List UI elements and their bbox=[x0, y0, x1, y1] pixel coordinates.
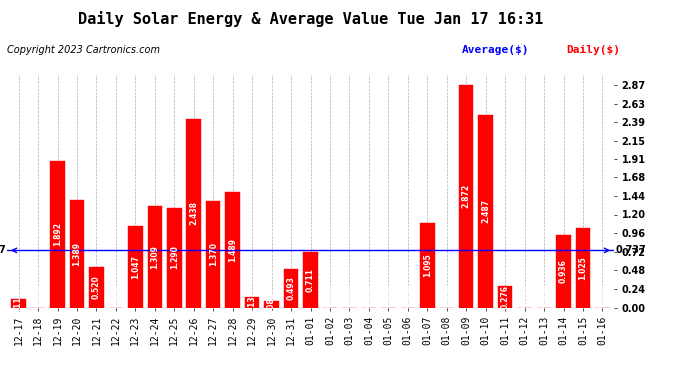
Text: Average($): Average($) bbox=[462, 45, 530, 55]
Text: 0.000: 0.000 bbox=[345, 283, 354, 307]
Text: 1.095: 1.095 bbox=[423, 253, 432, 277]
Text: 1.290: 1.290 bbox=[170, 246, 179, 270]
Bar bbox=[420, 223, 435, 308]
Text: 1.370: 1.370 bbox=[208, 242, 217, 266]
Text: 0.936: 0.936 bbox=[559, 259, 568, 283]
Bar bbox=[186, 118, 201, 308]
Bar bbox=[497, 286, 513, 308]
Text: 0.000: 0.000 bbox=[384, 283, 393, 307]
Bar bbox=[478, 115, 493, 308]
Bar bbox=[70, 200, 84, 308]
Text: 0.000: 0.000 bbox=[34, 283, 43, 307]
Text: 0.000: 0.000 bbox=[520, 283, 529, 307]
Text: 2.872: 2.872 bbox=[462, 184, 471, 208]
Text: 0.000: 0.000 bbox=[404, 283, 413, 307]
Text: 1.047: 1.047 bbox=[131, 255, 140, 279]
Text: 0.493: 0.493 bbox=[286, 276, 295, 300]
Text: 0.276: 0.276 bbox=[501, 285, 510, 309]
Bar bbox=[264, 301, 279, 307]
Text: 1.892: 1.892 bbox=[53, 222, 62, 246]
Text: 0.000: 0.000 bbox=[442, 283, 451, 307]
Bar bbox=[206, 201, 221, 308]
Bar bbox=[284, 269, 298, 308]
Text: 1.389: 1.389 bbox=[72, 242, 81, 266]
Text: 0.000: 0.000 bbox=[111, 283, 120, 307]
Bar bbox=[459, 85, 473, 308]
Text: Copyright 2023 Cartronics.com: Copyright 2023 Cartronics.com bbox=[7, 45, 160, 55]
Text: 0.737: 0.737 bbox=[615, 245, 646, 255]
Text: 0.000: 0.000 bbox=[326, 283, 335, 307]
Text: 0.000: 0.000 bbox=[598, 283, 607, 307]
Text: Daily($): Daily($) bbox=[566, 45, 620, 55]
Bar bbox=[167, 207, 181, 308]
Bar bbox=[303, 252, 318, 308]
Bar bbox=[245, 297, 259, 307]
Bar bbox=[556, 235, 571, 308]
Text: 0.000: 0.000 bbox=[364, 283, 373, 307]
Text: 2.438: 2.438 bbox=[189, 201, 198, 225]
Bar bbox=[50, 161, 65, 308]
Bar bbox=[11, 298, 26, 307]
Bar bbox=[575, 228, 590, 308]
Text: 1.309: 1.309 bbox=[150, 245, 159, 269]
Text: 1.025: 1.025 bbox=[578, 256, 587, 280]
Text: 0.132: 0.132 bbox=[248, 291, 257, 314]
Bar bbox=[148, 206, 162, 308]
Text: 0.520: 0.520 bbox=[92, 276, 101, 299]
Text: Daily Solar Energy & Average Value Tue Jan 17 16:31: Daily Solar Energy & Average Value Tue J… bbox=[78, 11, 543, 27]
Bar bbox=[89, 267, 104, 308]
Text: 0.114: 0.114 bbox=[14, 291, 23, 315]
Text: 0.000: 0.000 bbox=[540, 283, 549, 307]
Text: 1.489: 1.489 bbox=[228, 238, 237, 262]
Bar bbox=[128, 226, 143, 308]
Text: 0.711: 0.711 bbox=[306, 268, 315, 292]
Text: 0.086: 0.086 bbox=[267, 292, 276, 316]
Text: 0.737: 0.737 bbox=[0, 245, 6, 255]
Text: 2.487: 2.487 bbox=[481, 199, 490, 223]
Bar bbox=[226, 192, 240, 308]
